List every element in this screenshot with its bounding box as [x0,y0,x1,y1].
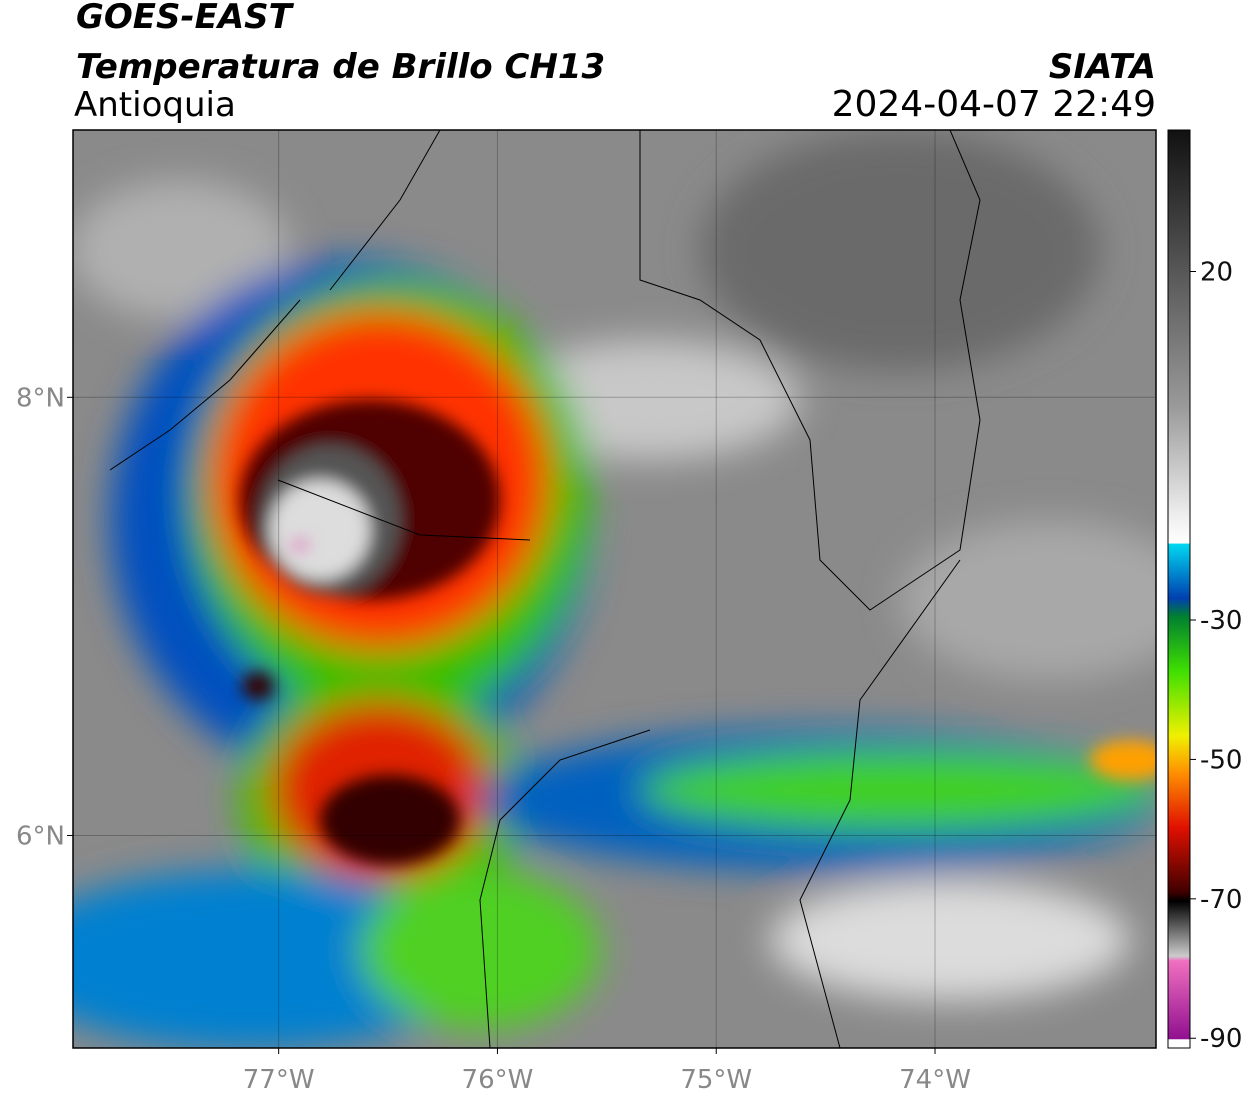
x-tick-label: 75°W [680,1065,752,1095]
borders [109,130,981,1048]
product-title: Temperatura de Brillo CH13 [76,47,605,87]
y-tick-label: 6°N [16,821,65,851]
y-tick-label: 8°N [16,383,65,413]
x-tick-label: 77°W [243,1065,315,1095]
x-tick-label: 76°W [462,1065,534,1095]
colorbar-tick-label: -70 [1200,885,1242,915]
colorbar-tick-label: 20 [1200,257,1233,287]
region-label: Antioquia [74,85,236,125]
colorbar-tick-label: -90 [1200,1024,1242,1054]
source-label: SIATA [1049,47,1156,87]
map-frame [72,129,1157,1049]
satellite-title: GOES-EAST [76,0,295,37]
satellite-image [73,130,1156,1048]
x-tick-label: 74°W [899,1065,971,1095]
colorbar [1167,129,1191,1049]
colorbar-tick-label: -50 [1200,745,1242,775]
colorbar-tick-label: -30 [1200,606,1242,636]
datetime-label: 2024-04-07 22:49 [832,84,1156,125]
